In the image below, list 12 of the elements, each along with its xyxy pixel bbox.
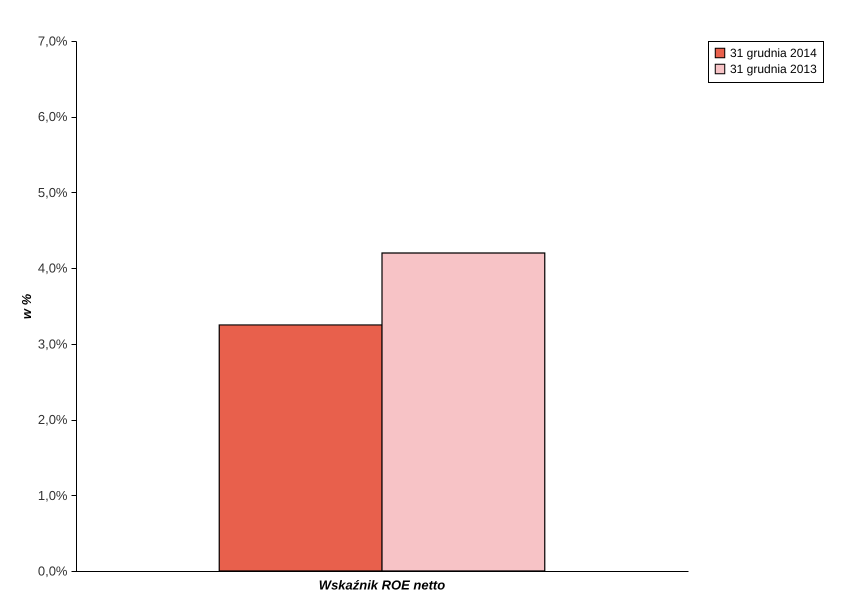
y-tick-label: 1,0% <box>38 488 68 503</box>
y-tick-label: 0,0% <box>38 564 68 578</box>
y-tick-label: 5,0% <box>38 184 68 200</box>
x-tick-label: Wskaźnik ROE netto <box>318 578 446 592</box>
y-tick-label: 2,0% <box>38 412 68 428</box>
y-axis-title: w % <box>18 293 34 320</box>
legend-label: 31 grudnia 2014 <box>730 46 818 60</box>
y-tick-label: 6,0% <box>38 109 68 124</box>
y-tick-label: 3,0% <box>38 336 68 352</box>
legend-label: 31 grudnia 2013 <box>730 62 818 76</box>
y-tick-label: 4,0% <box>38 260 68 276</box>
y-tick-label: 7,0% <box>38 34 68 48</box>
